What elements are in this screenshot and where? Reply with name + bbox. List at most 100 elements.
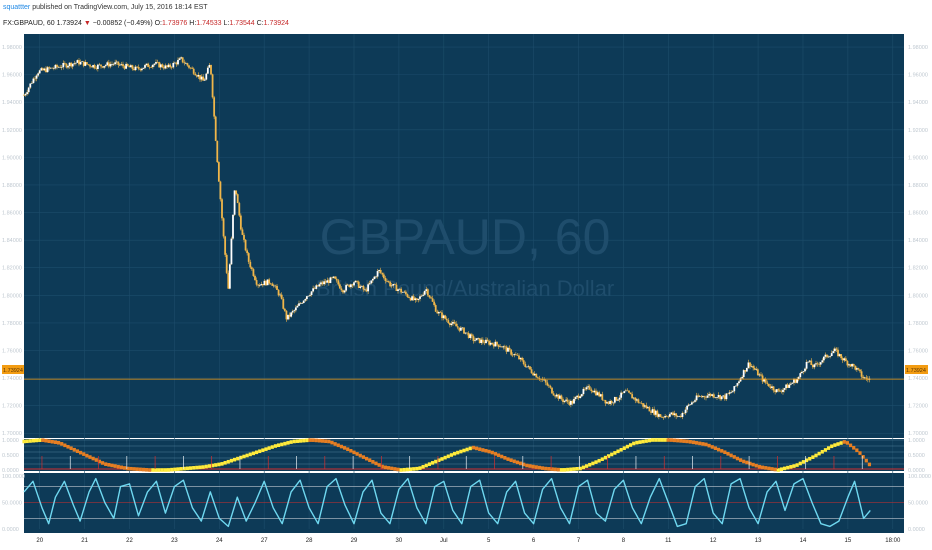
candle-body — [767, 383, 770, 387]
candle-body — [65, 63, 68, 68]
candle-body — [700, 396, 703, 397]
candle-body — [813, 364, 816, 368]
chart-canvas[interactable]: GBPAUD, 60 British Pound/Australian Doll… — [0, 34, 932, 550]
candle-body — [793, 379, 795, 383]
indicator-1-tick-right: 0.5000 — [908, 453, 925, 459]
username-link[interactable]: squattter — [3, 4, 31, 11]
candle-body — [604, 399, 607, 404]
candle-body — [640, 402, 643, 404]
candle-body — [412, 296, 415, 301]
indicator-1-mark — [644, 439, 648, 443]
indicator-1-mark — [405, 467, 410, 472]
indicator-1-mark — [528, 464, 532, 468]
grid-lines — [24, 34, 904, 529]
candle-body — [389, 281, 392, 287]
candle-body — [463, 327, 465, 334]
indicator-1-mark — [192, 466, 196, 470]
candle-body — [349, 284, 352, 288]
candle-body — [26, 92, 29, 94]
candle-body — [796, 379, 799, 383]
x-tick-label: 11 — [665, 538, 672, 544]
candle-body — [428, 295, 431, 298]
candle-body — [631, 394, 634, 399]
candle-body — [549, 386, 552, 388]
indicator-1-mark — [434, 459, 438, 464]
candle-body — [568, 401, 571, 405]
candle-body — [117, 61, 120, 66]
indicator-1-mark — [738, 458, 743, 462]
indicator-1-mark — [861, 455, 865, 459]
indicator-1-mark — [69, 446, 73, 451]
y-tick-label-right: 1.78000 — [908, 321, 928, 327]
candle-body — [379, 269, 382, 273]
x-tick-label: 24 — [216, 538, 223, 544]
indicator-1-mark — [82, 452, 86, 456]
indicator-1-tick-right: 1.0000 — [908, 438, 925, 444]
candle-body — [752, 366, 755, 368]
candle-body — [701, 396, 704, 397]
indicator-1-mark — [789, 465, 793, 469]
indicator-1-mark — [735, 456, 740, 461]
candle-body — [384, 277, 387, 281]
candle-body — [637, 399, 640, 403]
candle-body — [236, 194, 239, 204]
indicator-1-mark — [610, 452, 614, 457]
candle-body — [288, 314, 291, 317]
candle-body — [252, 269, 255, 276]
candle-body — [114, 62, 117, 65]
candle-body — [711, 394, 714, 396]
candle-body — [161, 64, 164, 68]
indicator-1-mark — [217, 462, 221, 467]
candle-body — [686, 405, 689, 410]
candle-body — [610, 400, 613, 404]
y-tick-label-left: 1.80000 — [2, 293, 22, 299]
candle-body — [848, 364, 850, 366]
x-tick-label: 6 — [532, 538, 536, 544]
indicator-1-mark — [311, 438, 315, 442]
price-tag-left — [2, 365, 24, 374]
candle-body — [599, 394, 602, 397]
candle-body — [217, 162, 220, 182]
candle-body — [444, 315, 447, 319]
indicator-1-mark — [141, 467, 146, 472]
candle-body — [299, 303, 302, 304]
candle-body — [233, 190, 236, 215]
candle-body — [49, 67, 52, 69]
indicator-1-mark — [698, 441, 702, 446]
candle-body — [95, 68, 98, 69]
candle-body — [656, 410, 659, 417]
candle-body — [431, 298, 434, 302]
candle-body — [89, 64, 91, 67]
indicator-1-mark — [742, 459, 746, 464]
candle-body — [406, 294, 409, 297]
candle-body — [260, 284, 263, 286]
time-axis[interactable]: 20 21 22 23 24 27 28 29 30 Jul 5 6 7 8 11 12 13 14 15 18:00 — [36, 538, 901, 544]
candle-body — [467, 332, 470, 339]
indicator-1-mark — [292, 439, 296, 444]
candle-body — [558, 395, 561, 399]
candle-body — [486, 339, 489, 342]
candle-body — [246, 250, 249, 254]
candle-body — [863, 377, 866, 379]
candle-body — [524, 364, 527, 367]
x-tick-label: 15 — [845, 538, 852, 544]
candle-body — [329, 277, 332, 284]
indicator-1-mark — [471, 445, 476, 450]
candle-body — [560, 395, 563, 400]
candle-body — [37, 73, 40, 76]
indicator-1-mark — [226, 459, 230, 464]
candle-body — [332, 276, 335, 278]
indicator-1-mark — [78, 450, 83, 455]
candle-body — [723, 395, 726, 400]
indicator-1-mark — [53, 440, 58, 445]
candle-body — [477, 338, 480, 339]
candle-body — [519, 357, 522, 360]
candle-body — [475, 338, 478, 341]
candle-body — [760, 374, 762, 376]
indicator-1-mark — [657, 438, 661, 442]
candle-body — [415, 298, 418, 300]
candle-body — [615, 397, 618, 401]
candle-body — [433, 301, 436, 306]
indicator-1-mark — [808, 456, 812, 461]
indicator-1-mark — [786, 465, 790, 470]
